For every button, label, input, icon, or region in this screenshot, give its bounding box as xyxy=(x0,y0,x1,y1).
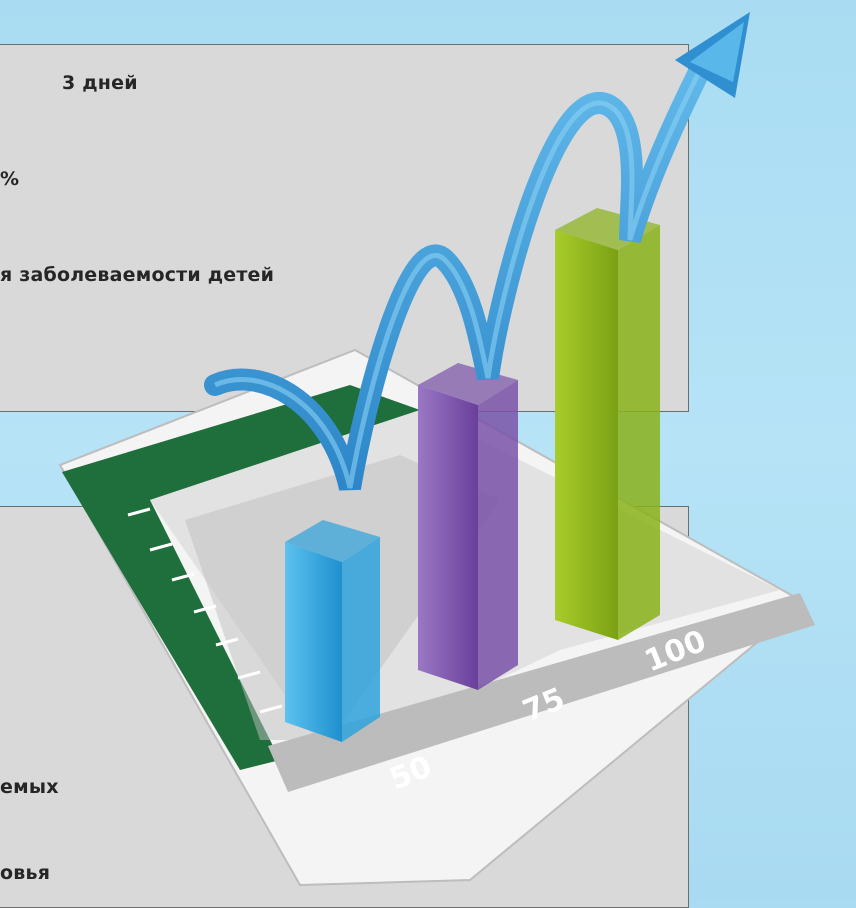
text-line-emyh: емых xyxy=(0,776,59,798)
bar-75 xyxy=(418,363,518,690)
chart-bars xyxy=(285,208,660,742)
text-line-ovya: овья xyxy=(0,862,51,884)
text-line-percent: % xyxy=(0,168,20,190)
growth-arrow-icon xyxy=(204,12,750,491)
axis-ticks xyxy=(127,507,283,714)
bar-100 xyxy=(555,208,660,640)
text-line-morbidity: я заболеваемости детей xyxy=(0,264,275,286)
text-line-days: 3 дней xyxy=(62,72,138,94)
bar-50 xyxy=(285,520,380,742)
